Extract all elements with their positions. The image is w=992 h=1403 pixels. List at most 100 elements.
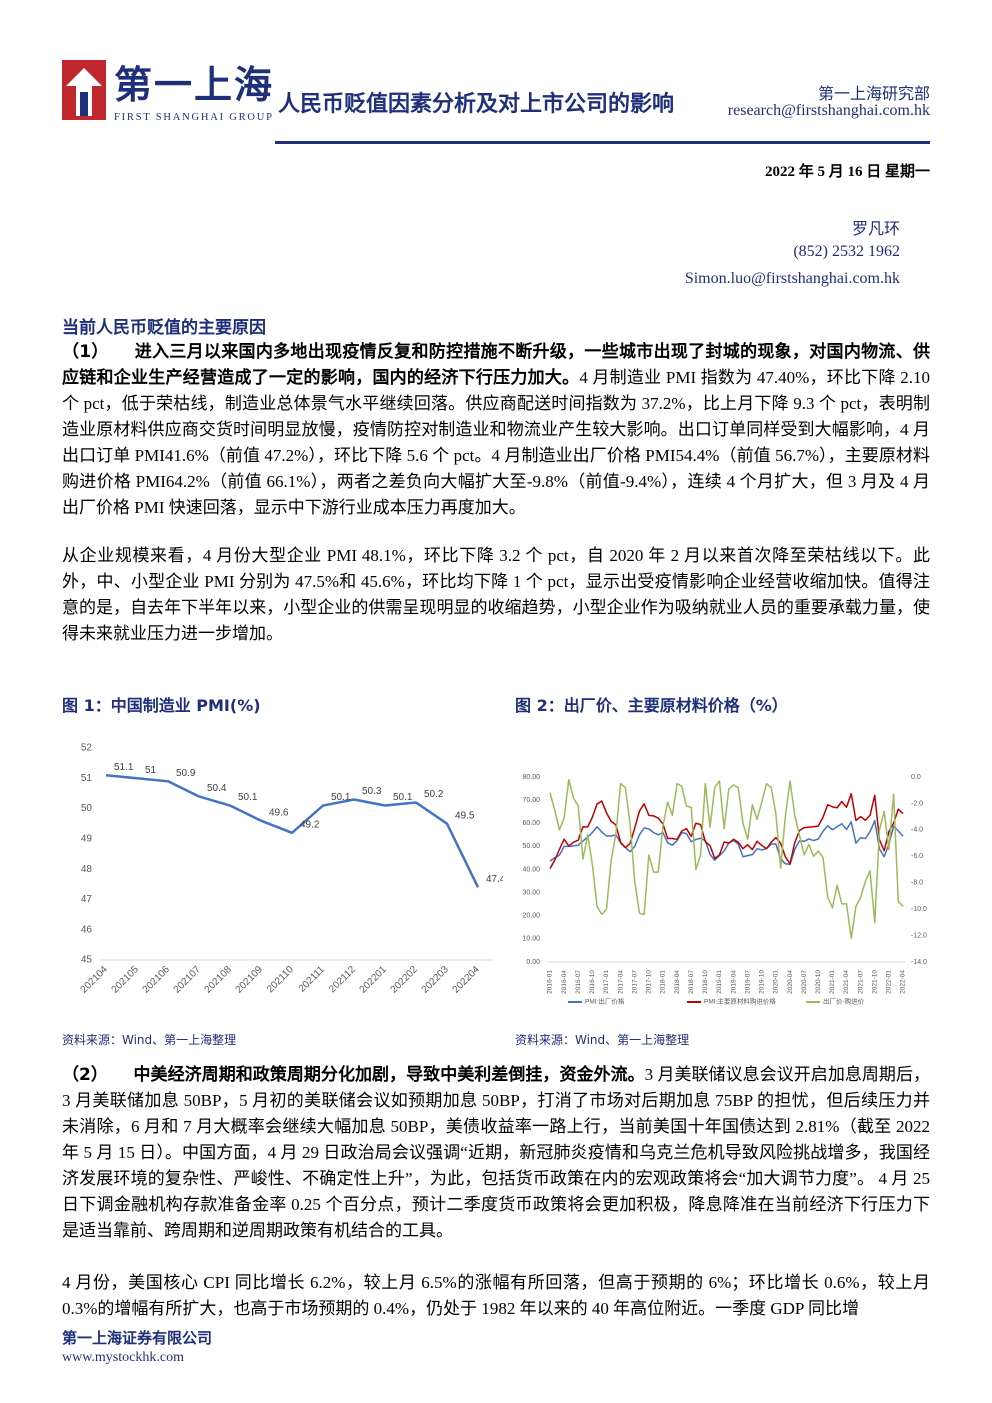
- x-tick-label: 2020-10: [815, 970, 822, 994]
- chart: 45 46 47 48 49 50 51 52 202104 202105 202106 202107…: [79, 743, 503, 996]
- x-tick-label: 202108: [203, 964, 235, 996]
- x-tick-label: 202107: [172, 964, 204, 996]
- figure-title: 图 2：出厂价、主要原材料价格（%）: [515, 696, 788, 715]
- dept-email: research@firstshanghai.com.hk: [727, 102, 930, 119]
- y2-tick-label: -10.0: [911, 906, 927, 913]
- y2-tick-label: -2.0: [911, 800, 923, 807]
- logo: 第一上海 FIRST SHANGHAI GROUP: [62, 60, 272, 123]
- data-label: 50.2: [424, 789, 444, 800]
- series-line: [549, 792, 904, 869]
- y-tick-label: 46: [81, 924, 93, 935]
- y2-tick-label: -12.0: [911, 932, 927, 939]
- x-tick-label: 2021-10: [871, 970, 878, 994]
- data-label: 50.9: [176, 768, 196, 779]
- text: 从企业规模来看，4 月份大型企业 PMI 48.1%，环比下降 3.2 个 pc…: [62, 546, 930, 643]
- data-label: 49.6: [269, 807, 289, 818]
- x-tick-label: 2021-01: [829, 970, 836, 994]
- figure-source: 资料来源：Wind、第一上海整理: [515, 1033, 690, 1047]
- paragraph: （2） 中美经济周期和政策周期分化加剧，导致中美利差倒挂，资金外流。3 月美联储…: [62, 1062, 930, 1244]
- figure-source: 资料来源：Wind、第一上海整理: [62, 1033, 237, 1047]
- series-line: [105, 774, 480, 888]
- author-email: Simon.luo@firstshanghai.com.hk: [684, 270, 900, 287]
- x-tick-label: 2020-04: [787, 970, 794, 994]
- x-tick-label: 202105: [110, 964, 142, 996]
- y2-tick-label: -4.0: [911, 827, 923, 834]
- paragraph: 4 月份，美国核心 CPI 同比增长 6.2%，较上月 6.5%的涨幅有所回落，…: [62, 1270, 930, 1322]
- figure-title: 图 1：中国制造业 PMI(%): [62, 696, 261, 715]
- y2-tick-label: -8.0: [911, 880, 923, 887]
- x-tick-label: 202112: [327, 964, 358, 995]
- x-tick-label: 2018-01: [660, 970, 667, 994]
- x-tick-label: 202204: [451, 964, 483, 996]
- x-tick-label: 202110: [265, 964, 296, 995]
- y-tick-label: 48: [81, 864, 93, 875]
- y-tick-label: 70.00: [522, 797, 540, 804]
- series-line: [549, 778, 904, 939]
- lead: （2） 中美经济周期和政策周期分化加剧，导致中美利差倒挂，资金外流。: [62, 1065, 645, 1085]
- dept: 第一上海研究部: [817, 86, 930, 103]
- legend-label: 出厂价-购进价: [823, 997, 865, 1006]
- text: 3 月美联储议息会议开启加息周期后，3 月美联储加息 50BP，5 月初的美联储…: [62, 1065, 931, 1240]
- text: 4 月份，美国核心 CPI 同比增长 6.2%，较上月 6.5%的涨幅有所回落，…: [62, 1273, 930, 1318]
- footer-url: www.mystockhk.com: [62, 1350, 184, 1365]
- author-name: 罗凡环: [851, 221, 900, 238]
- x-tick-label: 2018-07: [688, 970, 695, 994]
- x-tick-label: 2021-04: [843, 970, 850, 994]
- y-tick-label: 51: [81, 773, 93, 784]
- y-tick-label: 50.00: [522, 843, 540, 850]
- x-tick-label: 2021-07: [857, 970, 864, 994]
- y-tick-label: 40.00: [522, 866, 540, 873]
- paragraph: （1） 进入三月以来国内多地出现疫情反复和防控措施不断升级，一些城市出现了封城的…: [62, 339, 930, 521]
- footer-company: 第一上海证券有限公司: [62, 1329, 213, 1347]
- legend-label: PMI:主要原材料购进价格: [704, 997, 776, 1006]
- text: 4 月制造业 PMI 指数为 47.40%，环比下降 2.10 个 pct，低于…: [62, 368, 930, 517]
- x-tick-label: 2019-10: [759, 970, 766, 994]
- y-tick-label: 47: [81, 894, 93, 905]
- x-tick-label: 2022-04: [900, 970, 907, 994]
- data-label: 51: [145, 765, 157, 776]
- logo-bar: [80, 92, 88, 116]
- x-tick-label: 2018-04: [674, 970, 681, 994]
- x-tick-label: 2017-01: [603, 970, 610, 994]
- y-tick-label: 45: [81, 955, 93, 966]
- date: 2022 年 5 月 16 日 星期一: [764, 164, 930, 180]
- doc-title: 人民币贬值因素分析及对上市公司的影响: [278, 92, 675, 117]
- x-tick-label: 202203: [420, 964, 452, 996]
- x-tick-label: 202202: [389, 964, 421, 996]
- y2-tick-label: -14.0: [911, 959, 927, 966]
- x-tick-label: 2017-10: [646, 970, 653, 994]
- data-label: 50.4: [207, 783, 227, 794]
- chart: 0.00 10.00 20.00 30.00 40.00 50.00 60.00 70.00 8…: [522, 774, 927, 1006]
- y2-tick-label: 0.0: [911, 774, 921, 781]
- author-phone: (852) 2532 1962: [793, 243, 900, 260]
- x-tick-label: 2022-01: [886, 970, 893, 994]
- x-tick-label: 202109: [234, 964, 266, 996]
- legend-label: PMI:出厂价格: [585, 997, 625, 1006]
- x-tick-label: 2019-04: [730, 970, 737, 994]
- x-tick-label: 2019-07: [744, 970, 751, 994]
- paragraph: 从企业规模来看，4 月份大型企业 PMI 48.1%，环比下降 3.2 个 pc…: [62, 543, 930, 647]
- x-tick-label: 2018-10: [702, 970, 709, 994]
- x-tick-label: 2016-04: [561, 970, 568, 994]
- x-tick-label: 2017-07: [631, 970, 638, 994]
- x-tick-label: 2016-07: [575, 970, 582, 994]
- y-tick-label: 52: [81, 743, 93, 754]
- data-label: 50.3: [362, 786, 382, 797]
- y-tick-label: 0.00: [526, 959, 540, 966]
- logo-en: FIRST SHANGHAI GROUP: [114, 112, 272, 123]
- x-tick-label: 202201: [358, 964, 390, 996]
- y-tick-label: 80.00: [522, 774, 540, 781]
- data-label: 47.4: [486, 874, 503, 885]
- data-label: 49.5: [455, 810, 475, 821]
- x-tick-label: 2020-01: [773, 970, 780, 994]
- x-tick-label: 202106: [141, 964, 173, 996]
- data-label: 50.1: [331, 792, 351, 803]
- x-tick-label: 202111: [297, 964, 328, 995]
- y-tick-label: 60.00: [522, 820, 540, 827]
- y2-tick-label: -6.0: [911, 853, 923, 860]
- x-tick-label: 2016-10: [589, 970, 596, 994]
- data-label: 51.1: [114, 762, 134, 773]
- y-tick-label: 49: [81, 833, 93, 844]
- x-tick-label: 2017-04: [617, 970, 624, 994]
